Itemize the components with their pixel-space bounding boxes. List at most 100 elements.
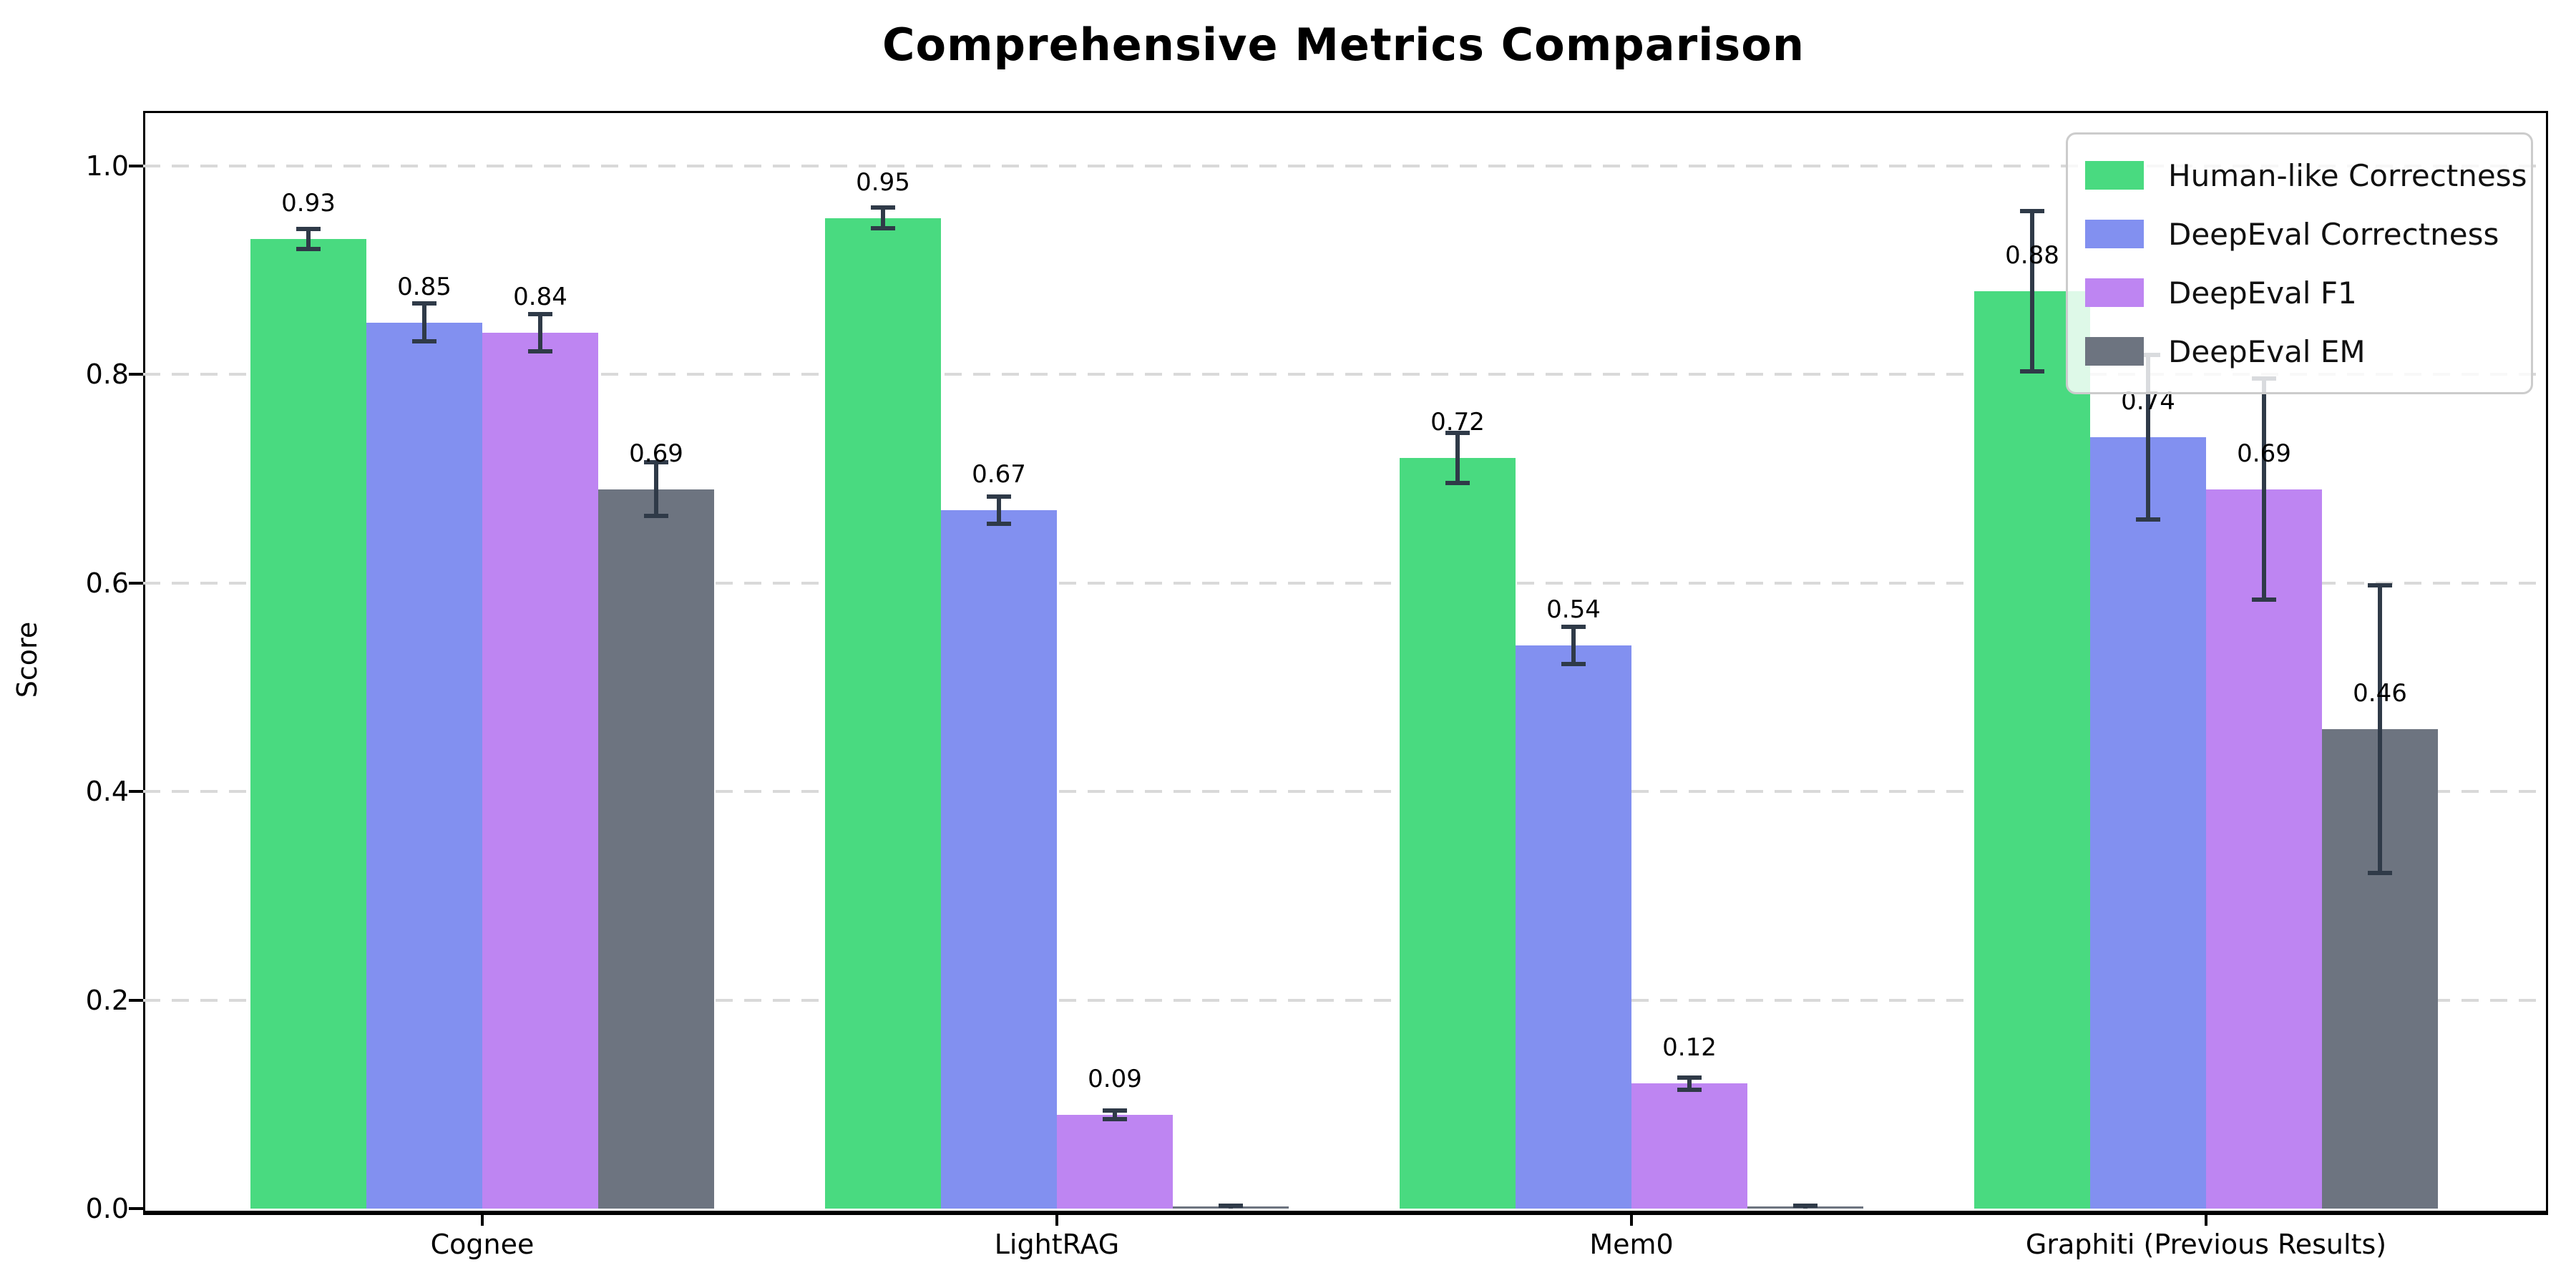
- error-bar: [2030, 208, 2034, 374]
- legend-swatch-icon: [2085, 278, 2144, 307]
- bar-human-like-correctness-lightrag: [825, 218, 941, 1209]
- error-cap-top: [2020, 208, 2044, 213]
- x-tick-label-mem0: Mem0: [1589, 1229, 1674, 1260]
- chart-title: Comprehensive Metrics Comparison: [882, 19, 1805, 71]
- y-tick-label: 0.0: [85, 1193, 129, 1224]
- error-bar: [422, 301, 426, 343]
- error-cap-top: [528, 311, 552, 316]
- error-cap-top: [987, 494, 1011, 499]
- bar-value-label: 0.72: [1430, 407, 1485, 436]
- legend-label: Human-like Correctness: [2168, 157, 2527, 193]
- y-tick-label: 0.2: [85, 984, 129, 1016]
- legend-swatch-icon: [2085, 337, 2144, 366]
- error-cap-top: [1219, 1203, 1243, 1208]
- legend-label: DeepEval EM: [2168, 333, 2366, 369]
- error-cap-top: [1103, 1108, 1127, 1113]
- legend-item: DeepEval Correctness: [2085, 205, 2514, 263]
- error-bar: [881, 205, 885, 231]
- error-bar: [306, 226, 311, 252]
- error-cap-bottom: [2136, 517, 2160, 522]
- error-cap-top: [296, 226, 321, 231]
- legend-item: Human-like Correctness: [2085, 146, 2527, 205]
- bar-value-label: 0.95: [856, 167, 910, 197]
- y-tick-mark: [129, 165, 143, 167]
- error-cap-bottom: [644, 514, 668, 519]
- error-bar: [1455, 431, 1460, 485]
- gridline-y-0.4: [143, 790, 2544, 794]
- y-tick-mark: [129, 581, 143, 585]
- y-axis-title: Score: [11, 621, 43, 698]
- y-tick-mark: [129, 998, 143, 1002]
- bar-deepeval-correctness-cognee: [366, 322, 482, 1209]
- bar-value-label: 0.12: [1662, 1033, 1717, 1063]
- x-tick-mark: [1630, 1213, 1633, 1226]
- error-cap-bottom: [2368, 870, 2392, 875]
- bar-value-label: 0.69: [629, 439, 683, 468]
- y-tick-label: 0.8: [85, 358, 129, 391]
- error-cap-bottom: [2252, 597, 2276, 602]
- y-tick-label: 1.0: [85, 150, 129, 182]
- legend-label: DeepEval F1: [2168, 275, 2357, 311]
- error-bar: [997, 494, 1001, 526]
- error-cap-bottom: [2020, 369, 2044, 374]
- error-bar: [1113, 1108, 1117, 1121]
- bar-deepeval-f1-mem0: [1631, 1083, 1747, 1209]
- bar-value-label: 0.46: [2353, 678, 2407, 708]
- bar-value-label: 0.88: [2005, 240, 2059, 270]
- error-cap-bottom: [1677, 1087, 1702, 1092]
- error-cap-bottom: [1103, 1116, 1127, 1121]
- gridline-y-0.8: [143, 373, 2544, 376]
- error-cap-top: [1445, 431, 1470, 436]
- legend-swatch-icon: [2085, 220, 2144, 248]
- error-bar: [654, 459, 658, 519]
- bar-deepeval-correctness-lightrag: [941, 509, 1057, 1209]
- bar-human-like-correctness-mem0: [1400, 457, 1516, 1209]
- error-bar: [2262, 376, 2266, 602]
- legend-item: DeepEval EM: [2085, 322, 2514, 381]
- error-bar: [1571, 625, 1576, 667]
- error-cap-top: [871, 205, 895, 210]
- error-cap-bottom: [987, 521, 1011, 526]
- legend: Human-like Correctness DeepEval Correctne…: [2066, 132, 2533, 394]
- x-tick-mark: [2205, 1213, 2207, 1226]
- bar-deepeval-correctness-graphiti-previous-results-: [2090, 436, 2206, 1209]
- gridline-y-0.2: [143, 998, 2544, 1002]
- y-tick-mark: [129, 373, 143, 376]
- error-bar: [2146, 352, 2150, 522]
- error-cap-bottom: [412, 338, 436, 343]
- bar-deepeval-em-cognee: [598, 489, 714, 1209]
- x-tick-mark: [1055, 1213, 1058, 1226]
- error-cap-top: [412, 301, 436, 306]
- gridline-y-0.6: [143, 581, 2544, 585]
- x-tick-mark: [481, 1213, 484, 1226]
- bar-human-like-correctness-graphiti-previous-results-: [1974, 291, 2090, 1209]
- error-bar: [1687, 1075, 1692, 1092]
- error-cap-top: [1677, 1075, 1702, 1080]
- x-tick-label-cognee: Cognee: [430, 1229, 535, 1260]
- legend-swatch-icon: [2085, 161, 2144, 190]
- legend-label: DeepEval Correctness: [2168, 216, 2499, 252]
- error-cap-top: [1561, 625, 1586, 630]
- bar-deepeval-correctness-mem0: [1516, 645, 1631, 1209]
- bar-value-label: 0.85: [397, 272, 452, 301]
- bar-value-label: 0.54: [1546, 595, 1601, 625]
- bar-value-label: 0.93: [281, 188, 336, 218]
- y-tick-mark: [129, 790, 143, 794]
- error-cap-bottom: [1445, 480, 1470, 485]
- bar-value-label: 0.84: [513, 283, 567, 312]
- error-cap-bottom: [528, 349, 552, 354]
- y-tick-mark: [129, 1207, 143, 1210]
- error-cap-bottom: [871, 226, 895, 231]
- error-cap-top: [2368, 582, 2392, 587]
- error-cap-bottom: [1561, 662, 1586, 667]
- bar-deepeval-f1-cognee: [482, 333, 598, 1209]
- x-tick-label-lightrag: LightRAG: [994, 1229, 1120, 1260]
- error-cap-bottom: [296, 247, 321, 252]
- y-tick-label: 0.4: [85, 776, 129, 808]
- bar-value-label: 0.67: [972, 459, 1026, 489]
- gridline-y-1.0: [143, 165, 2544, 167]
- error-bar: [538, 311, 542, 354]
- error-bar: [2378, 582, 2382, 875]
- bar-value-label: 0.69: [2237, 439, 2291, 468]
